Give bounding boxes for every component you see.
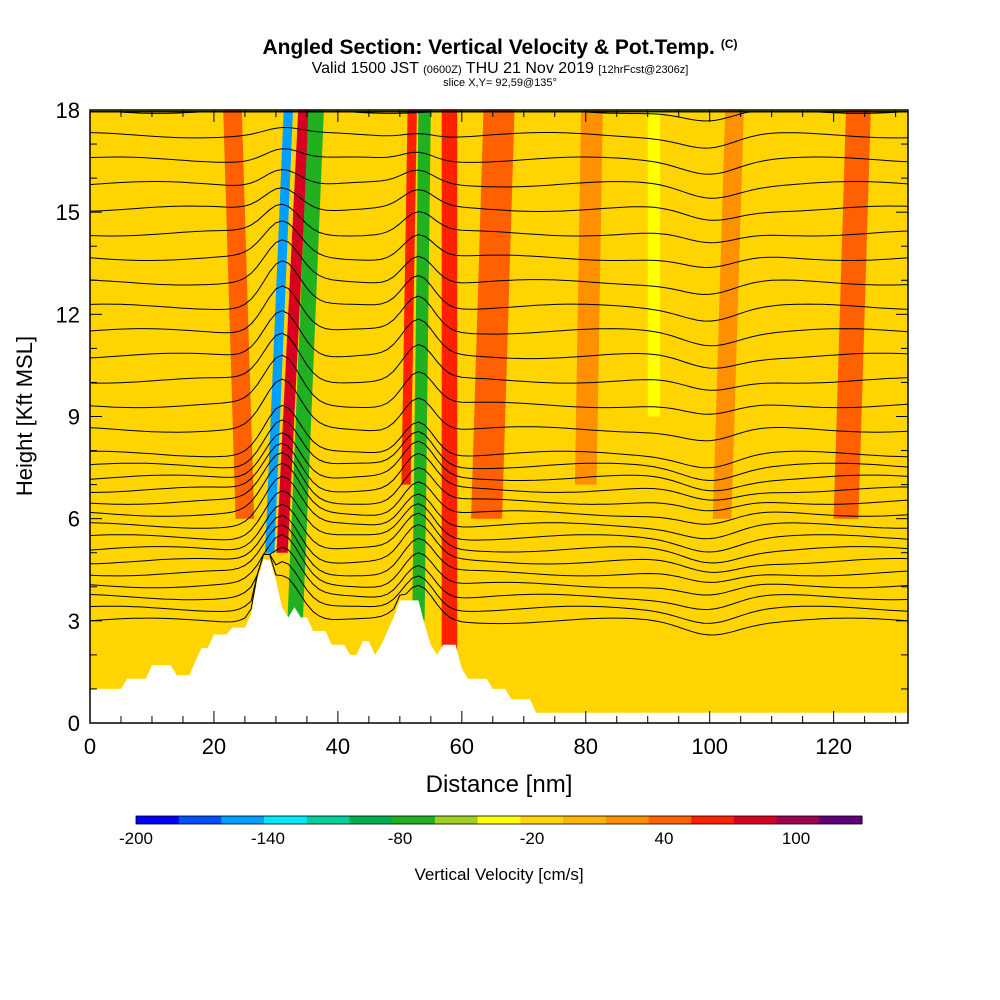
- colorbar-label: Vertical Velocity [cm/s]: [414, 865, 583, 884]
- colorbar-swatch: [136, 816, 180, 824]
- velocity-plume: [401, 110, 417, 485]
- valid-time-line: Valid 1500 JST (0600Z) THU 21 Nov 2019 […: [0, 60, 1000, 78]
- velocity-plume: [441, 110, 458, 655]
- chart-title: Angled Section: Vertical Velocity & Pot.…: [0, 36, 1000, 60]
- theta-contour: [90, 148, 908, 175]
- colorbar-tick-label: 40: [655, 829, 674, 848]
- theta-contour: [90, 503, 908, 564]
- colorbar-swatch: [306, 816, 350, 824]
- y-tick-label: 6: [68, 507, 80, 532]
- y-tick-label: 0: [68, 711, 80, 736]
- theta-contour: [90, 168, 908, 199]
- theta-contour: [90, 260, 908, 322]
- theta-contour: [90, 404, 908, 469]
- theta-contour: [90, 490, 908, 553]
- colorbar-swatch: [819, 816, 863, 824]
- theta-contour: [90, 220, 908, 269]
- colorbar-tick-label: -140: [251, 829, 285, 848]
- theta-contour: [90, 553, 908, 636]
- theta-contour: [90, 332, 908, 391]
- valid-date: THU 21 Nov 2019: [465, 60, 594, 77]
- x-tick-label: 100: [691, 734, 728, 759]
- theta-contour: [90, 354, 908, 415]
- x-tick-label: 60: [450, 734, 474, 759]
- theta-contour: [90, 378, 908, 442]
- y-tick-label: 9: [68, 405, 80, 430]
- theta-contour: [90, 475, 908, 540]
- colorbar-swatch: [221, 816, 265, 824]
- colorbar-swatch: [776, 816, 820, 824]
- theta-contour: [90, 310, 908, 369]
- slice-info: slice X,Y= 92,59@135°: [443, 77, 557, 89]
- y-tick-label: 18: [56, 98, 80, 123]
- theta-contour: [90, 239, 908, 296]
- velocity-plume: [286, 110, 324, 638]
- colorbar-swatch: [605, 816, 649, 824]
- theta-contour: [90, 419, 908, 482]
- colorbar-swatch: [563, 816, 607, 824]
- colorbar-swatch: [520, 816, 564, 824]
- plot-area: [90, 110, 908, 723]
- theta-contour: [90, 187, 908, 221]
- theta-contour: [90, 546, 908, 611]
- colorbar-swatch: [648, 816, 692, 824]
- theta-contour: [90, 462, 908, 525]
- colorbar-swatch: [477, 816, 521, 824]
- velocity-plume: [574, 110, 603, 485]
- theta-contour: [90, 524, 908, 583]
- valid-zulu: (0600Z): [423, 64, 462, 76]
- y-axis-label: Height [Kft MSL]: [12, 336, 37, 496]
- x-tick-label: 20: [202, 734, 226, 759]
- velocity-plume: [223, 110, 255, 519]
- velocity-plume: [712, 110, 744, 519]
- x-tick-label: 40: [326, 734, 350, 759]
- y-tick-label: 3: [68, 609, 80, 634]
- colorbar-frame: [135, 815, 863, 825]
- theta-contour: [90, 432, 908, 492]
- colorbar-swatch: [733, 816, 778, 824]
- colorbar-swatch: [392, 816, 436, 824]
- theta-contour: [90, 452, 908, 512]
- forecast-run: [12hrFcst@2306z]: [598, 64, 689, 76]
- chart-title-text: Angled Section: Vertical Velocity & Pot.…: [262, 36, 715, 59]
- colorbar-swatch: [691, 816, 735, 824]
- velocity-plume: [265, 110, 293, 553]
- colorbar-swatch: [434, 816, 479, 824]
- colorbar-tick-label: -20: [520, 829, 545, 848]
- x-tick-label: 0: [84, 734, 96, 759]
- colorbar-swatch: [178, 816, 222, 824]
- velocity-plume: [833, 110, 871, 519]
- chart-title-unit: (C): [720, 37, 738, 51]
- velocity-plume: [471, 110, 515, 519]
- colorbar-tick-label: -200: [119, 829, 153, 848]
- colorbar-swatch: [264, 816, 308, 824]
- terrain: [90, 559, 908, 723]
- colorbar: -200 -140 -80 -20 40 100: [119, 815, 863, 848]
- x-tick-label: 120: [815, 734, 852, 759]
- theta-contour: [90, 514, 908, 573]
- y-tick-label: 15: [56, 200, 80, 225]
- valid-time: Valid 1500 JST: [311, 60, 419, 77]
- theta-contour: [90, 442, 908, 501]
- theta-contour: [90, 127, 908, 149]
- y-tick-label: 12: [56, 302, 80, 327]
- velocity-plume: [647, 110, 661, 417]
- theta-contour: [90, 285, 908, 347]
- x-tick-label: 80: [574, 734, 598, 759]
- colorbar-tick-label: -80: [388, 829, 413, 848]
- theta-contour: [90, 534, 908, 596]
- theta-contour: [90, 203, 908, 244]
- x-axis-label: Distance [nm]: [426, 771, 573, 798]
- velocity-plume: [276, 110, 310, 553]
- colorbar-tick-label: 100: [782, 829, 810, 848]
- colorbar-swatch: [349, 816, 393, 824]
- theta-contour: [90, 553, 908, 624]
